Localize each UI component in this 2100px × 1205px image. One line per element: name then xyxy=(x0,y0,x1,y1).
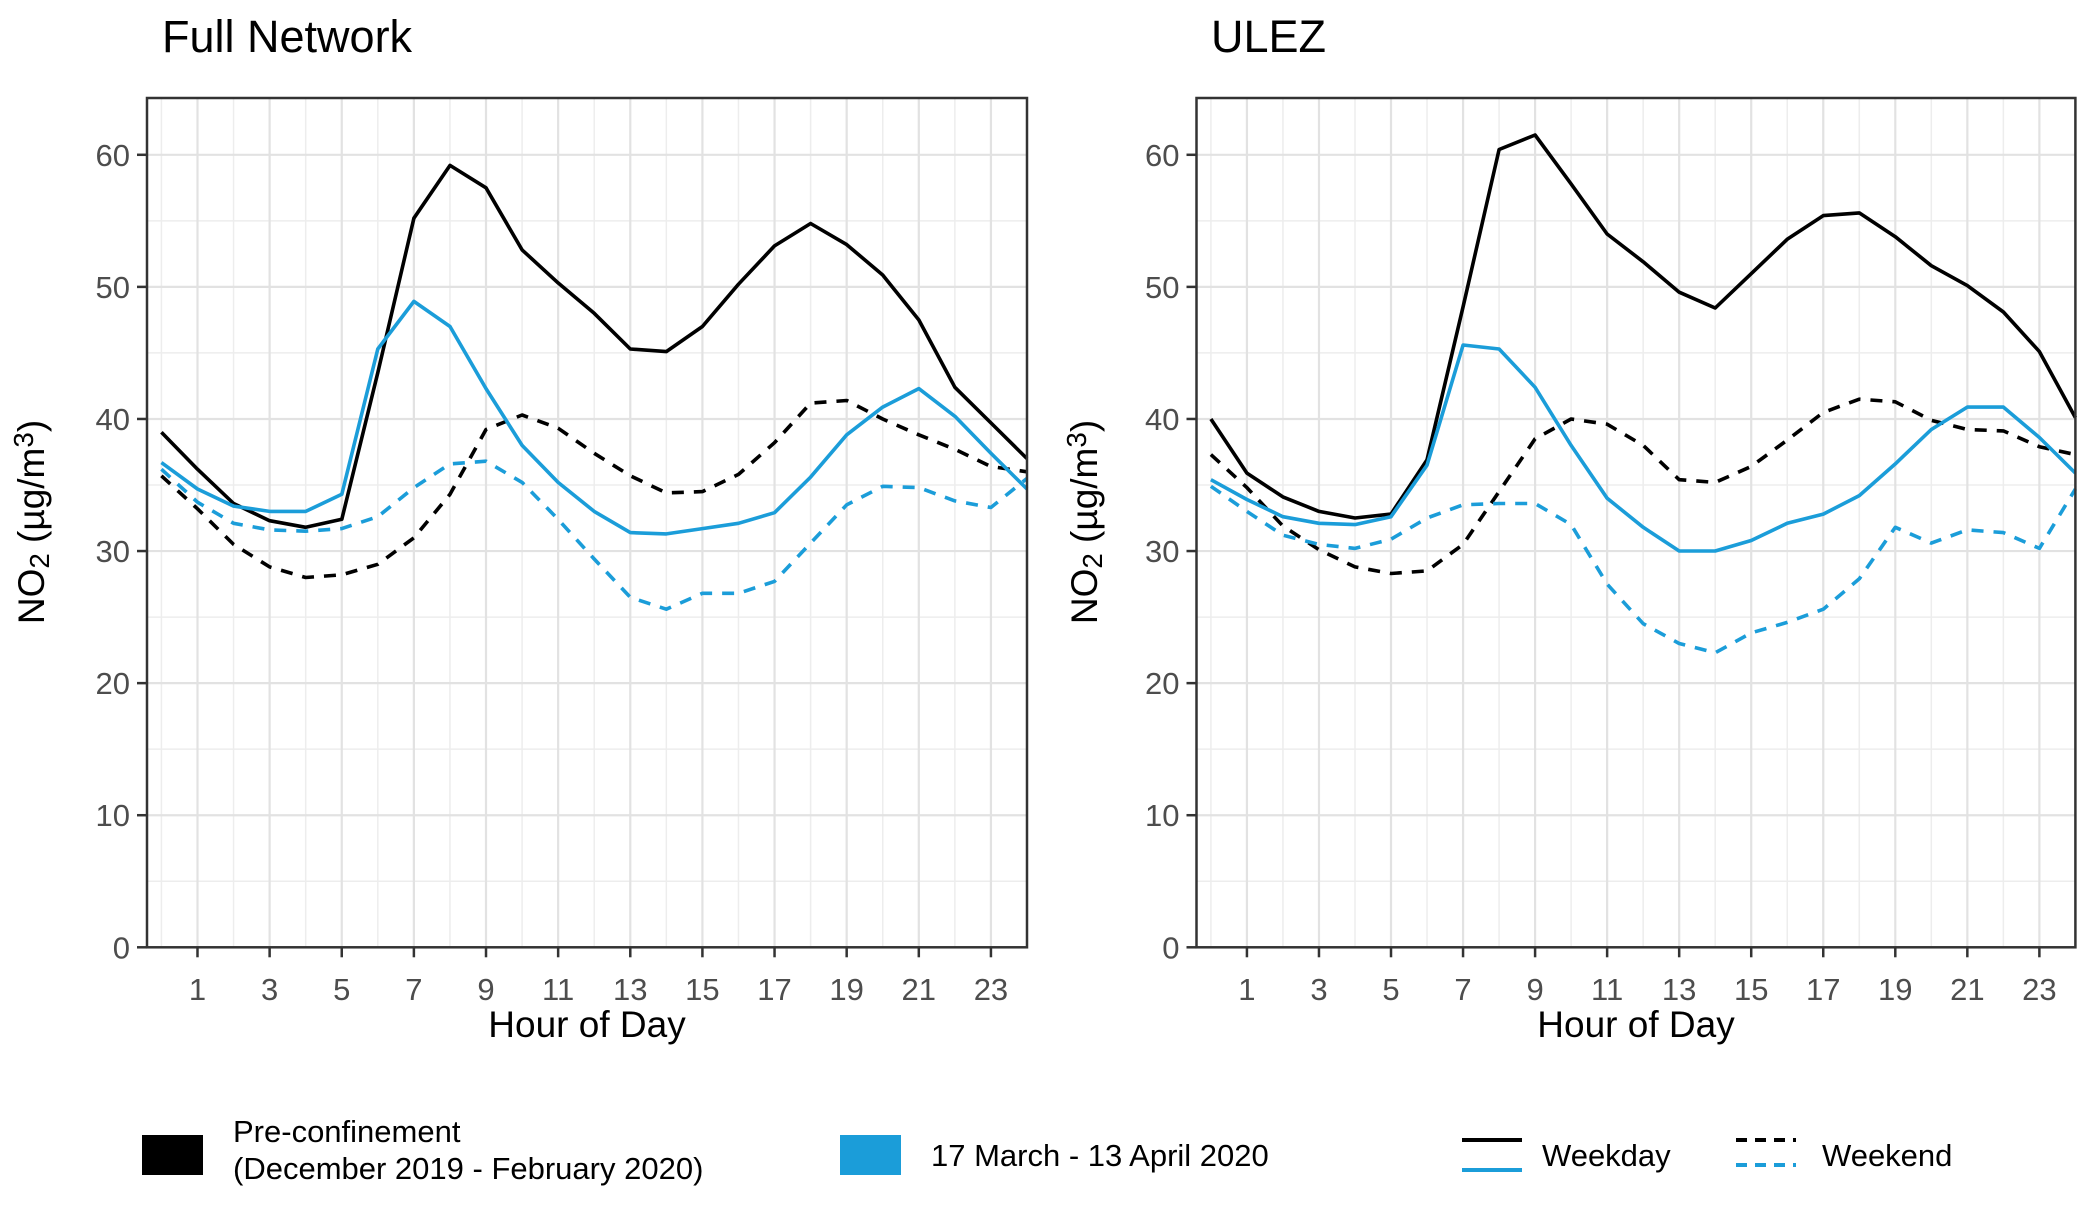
line-pre-confinement-weekend xyxy=(160,398,1028,580)
line-17-weekday xyxy=(1210,343,2077,553)
y-tick-label: 50 xyxy=(96,270,130,305)
panel-background xyxy=(147,98,1027,948)
y-tick-label: 30 xyxy=(96,534,130,569)
x-tick-label: 19 xyxy=(1878,972,1912,1007)
x-tick-label: 3 xyxy=(1310,972,1327,1007)
x-tick-label: 13 xyxy=(613,972,647,1007)
x-tick-label: 11 xyxy=(542,972,574,1007)
y-tick-label: 30 xyxy=(1145,534,1179,569)
x-tick-label: 15 xyxy=(685,972,719,1007)
x-tick-label: 15 xyxy=(1734,972,1768,1007)
legend: Pre-confinement (December 2019 - Februar… xyxy=(142,1114,1952,1186)
y-tick-label: 10 xyxy=(96,798,130,833)
x-tick-label: 3 xyxy=(261,972,278,1007)
y-tick-label: 40 xyxy=(96,402,130,437)
legend-label-pre-confinement-line2: (December 2019 - February 2020) xyxy=(233,1151,703,1186)
legend-label-confinement: 17 March - 13 April 2020 xyxy=(931,1138,1269,1173)
legend-label-weekday: Weekday xyxy=(1542,1138,1671,1173)
y-tick-label: 20 xyxy=(1145,666,1179,701)
x-tick-label: 19 xyxy=(829,972,863,1007)
y-tick-label: 60 xyxy=(96,138,130,173)
legend-swatch-pre-confinement xyxy=(142,1135,203,1175)
legend-label-pre-confinement-line1: Pre-confinement xyxy=(233,1114,461,1149)
x-tick-label: 23 xyxy=(2022,972,2056,1007)
y-axis-title-right: NO2 (µg/m3) xyxy=(1061,420,1108,624)
x-tick-label: 5 xyxy=(333,972,350,1007)
line-17-weekend xyxy=(160,459,1029,612)
x-tick-label: 21 xyxy=(1950,972,1984,1007)
x-tick-label: 23 xyxy=(974,972,1008,1007)
line-17-weekday xyxy=(160,299,1029,536)
x-tick-label: 5 xyxy=(1382,972,1399,1007)
x-tick-label: 9 xyxy=(477,972,494,1007)
x-tick-label: 21 xyxy=(902,972,936,1007)
panel-border xyxy=(1195,96,2077,949)
legend-swatch-confinement xyxy=(840,1135,901,1175)
x-tick-label: 11 xyxy=(1591,972,1623,1007)
x-tick-label: 17 xyxy=(757,972,791,1007)
x-axis-title-right: Hour of Day xyxy=(1537,1004,1735,1045)
legend-label-weekend: Weekend xyxy=(1822,1138,1952,1173)
x-tick-label: 17 xyxy=(1806,972,1840,1007)
y-tick-label: 20 xyxy=(96,666,130,701)
y-tick-label: 0 xyxy=(1162,930,1179,965)
y-tick-label: 0 xyxy=(113,930,130,965)
line-pre-confinement-weekday xyxy=(160,163,1029,530)
x-tick-label: 1 xyxy=(1238,972,1255,1007)
line-pre-confinement-weekday xyxy=(1209,133,2077,520)
line-17-weekend xyxy=(1209,484,2077,655)
x-axis-title-left: Hour of Day xyxy=(488,1004,686,1045)
x-tick-label: 13 xyxy=(1662,972,1696,1007)
x-tick-label: 1 xyxy=(189,972,206,1007)
panel-border xyxy=(145,96,1029,949)
y-tick-label: 10 xyxy=(1145,798,1179,833)
y-tick-label: 40 xyxy=(1145,402,1179,437)
x-tick-label: 7 xyxy=(1454,972,1471,1007)
panel-title-ulez: ULEZ xyxy=(1211,11,1326,62)
y-tick-label: 50 xyxy=(1145,270,1179,305)
line-pre-confinement-weekend xyxy=(1209,397,2076,576)
y-axis-title-left: NO2 (µg/m3) xyxy=(8,420,55,624)
panel-title-full-network: Full Network xyxy=(162,11,413,62)
y-tick-label: 60 xyxy=(1145,138,1179,173)
x-tick-label: 7 xyxy=(405,972,422,1007)
x-tick-label: 9 xyxy=(1526,972,1543,1007)
